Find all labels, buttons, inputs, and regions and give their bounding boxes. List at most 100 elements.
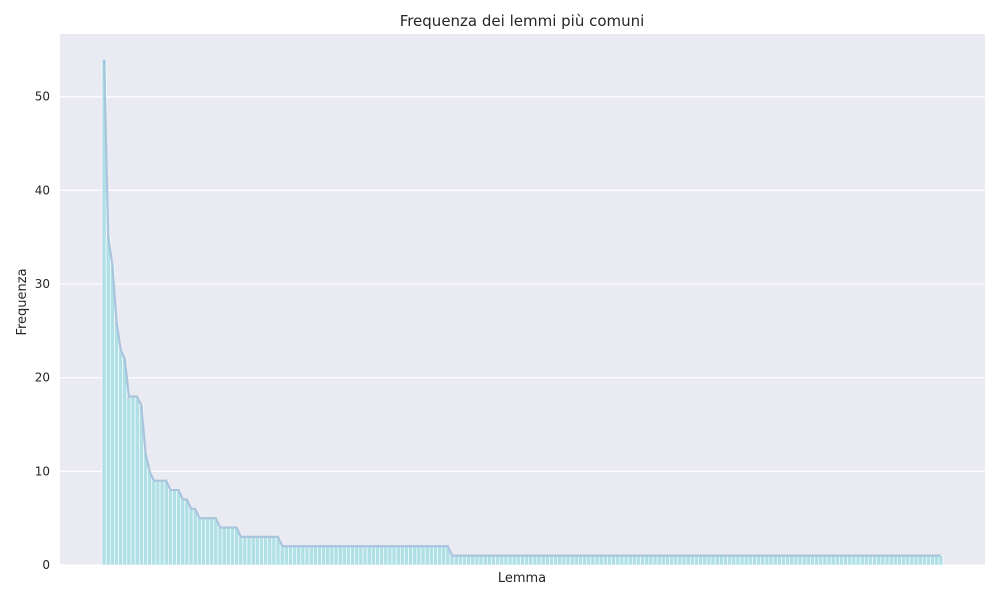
bar bbox=[151, 480, 157, 566]
bar bbox=[126, 396, 132, 566]
bar bbox=[710, 555, 716, 566]
bar bbox=[482, 555, 488, 566]
bar bbox=[752, 555, 757, 566]
bar bbox=[105, 236, 111, 566]
bar bbox=[466, 555, 472, 566]
bar bbox=[569, 555, 575, 566]
bar bbox=[507, 555, 513, 566]
bar bbox=[254, 536, 260, 566]
bar bbox=[130, 396, 136, 566]
bar bbox=[723, 555, 728, 566]
bar bbox=[557, 555, 563, 566]
bar bbox=[395, 545, 401, 566]
bar bbox=[677, 555, 683, 566]
bar bbox=[598, 555, 604, 566]
bar bbox=[163, 480, 169, 566]
y-tick-label: 20 bbox=[35, 371, 50, 385]
x-axis-label: Lemma bbox=[498, 571, 546, 586]
bar bbox=[283, 545, 289, 566]
bar bbox=[880, 555, 886, 566]
bar bbox=[375, 545, 380, 566]
y-tick-label: 10 bbox=[35, 464, 50, 478]
bar bbox=[358, 545, 364, 566]
bar bbox=[528, 555, 534, 566]
bar bbox=[346, 545, 351, 566]
bar bbox=[921, 555, 927, 566]
bar bbox=[913, 555, 919, 566]
bar bbox=[515, 555, 521, 566]
bar bbox=[851, 555, 857, 566]
bar bbox=[263, 536, 269, 566]
bar bbox=[408, 545, 414, 566]
bar bbox=[660, 555, 666, 566]
bar bbox=[304, 545, 310, 566]
bar bbox=[205, 517, 211, 566]
bar bbox=[201, 517, 206, 566]
bar bbox=[714, 555, 720, 566]
bar bbox=[499, 555, 505, 566]
bar bbox=[640, 555, 646, 566]
bar bbox=[532, 555, 538, 566]
bar bbox=[735, 555, 741, 566]
bar bbox=[801, 555, 807, 566]
bar bbox=[167, 489, 173, 566]
y-axis-ticks: 0 10 20 30 40 50 bbox=[35, 90, 50, 572]
bar bbox=[868, 555, 873, 566]
bar bbox=[404, 545, 409, 566]
bar bbox=[561, 555, 567, 566]
bar bbox=[457, 555, 463, 566]
bar bbox=[789, 555, 795, 566]
bar bbox=[221, 527, 227, 566]
bar bbox=[312, 545, 318, 566]
bar bbox=[876, 555, 882, 566]
bar bbox=[822, 555, 828, 566]
bar bbox=[818, 555, 824, 566]
bar bbox=[176, 489, 182, 566]
bar bbox=[863, 555, 869, 566]
bar bbox=[540, 555, 546, 566]
bar bbox=[644, 555, 650, 566]
bar bbox=[718, 555, 724, 566]
y-tick-label: 40 bbox=[35, 183, 50, 197]
bar bbox=[760, 555, 766, 566]
bar bbox=[830, 555, 836, 566]
bar bbox=[549, 555, 554, 566]
bar bbox=[478, 555, 484, 566]
bar bbox=[623, 555, 629, 566]
bar bbox=[810, 555, 815, 566]
bar bbox=[694, 555, 699, 566]
bar bbox=[143, 452, 148, 566]
bar bbox=[209, 517, 215, 566]
bar bbox=[930, 555, 936, 566]
bar bbox=[420, 545, 426, 566]
bar bbox=[196, 517, 202, 566]
bar bbox=[785, 555, 791, 566]
bar bbox=[553, 555, 559, 566]
bar bbox=[905, 555, 911, 566]
bar bbox=[727, 555, 733, 566]
bar bbox=[805, 555, 811, 566]
bar bbox=[366, 545, 372, 566]
bar bbox=[250, 536, 256, 566]
bar bbox=[565, 555, 571, 566]
bar bbox=[172, 489, 177, 566]
y-tick-label: 30 bbox=[35, 277, 50, 291]
bar bbox=[892, 555, 898, 566]
bar bbox=[615, 555, 621, 566]
bar bbox=[884, 555, 890, 566]
bar bbox=[926, 555, 931, 566]
bar bbox=[590, 555, 596, 566]
bar bbox=[888, 555, 894, 566]
bar bbox=[627, 555, 633, 566]
plot-area bbox=[60, 34, 985, 565]
bar bbox=[834, 555, 840, 566]
bar bbox=[511, 555, 517, 566]
bar bbox=[184, 499, 190, 566]
bar bbox=[470, 555, 476, 566]
bar bbox=[631, 555, 637, 566]
bar bbox=[843, 555, 849, 566]
bar bbox=[934, 555, 940, 566]
bar bbox=[536, 555, 542, 566]
y-tick-label: 50 bbox=[35, 90, 50, 104]
